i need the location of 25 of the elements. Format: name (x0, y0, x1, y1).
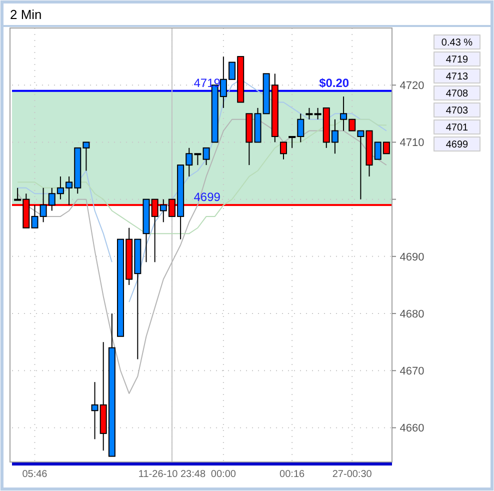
text: 4719 (446, 54, 469, 66)
candlestick (280, 142, 287, 160)
text: 4708 (446, 88, 469, 100)
text: 4713 (446, 72, 469, 82)
x-tick-label: 05:46 (22, 469, 48, 480)
y-tick-label: 4680 (400, 308, 424, 320)
text: 0.43 % (441, 38, 473, 48)
y-tick-label: 4710 (400, 137, 424, 150)
candlestick (306, 107, 313, 120)
annotation: 4699 (194, 190, 221, 204)
y-tick-label: 4720 (400, 80, 424, 92)
x-tick-label: 27-00:30 (332, 469, 372, 480)
text: 4701 (446, 122, 469, 134)
x-tick-label: 00:00 (210, 469, 236, 480)
text: 4703 (446, 106, 469, 116)
x-tick-label: 00:16 (280, 469, 306, 480)
annotation: 4719 (194, 76, 221, 90)
x-tick-label: 11-26-10 23:48 (138, 469, 206, 480)
text: 4699 (446, 140, 469, 150)
y-tick-label: 4670 (400, 365, 424, 378)
chart-title: 2 Min (10, 7, 42, 22)
y-tick-label: 4660 (400, 422, 424, 435)
annotation: $0.20 (319, 76, 350, 90)
candlestick (202, 147, 210, 166)
y-tick-label: 4690 (400, 251, 424, 264)
